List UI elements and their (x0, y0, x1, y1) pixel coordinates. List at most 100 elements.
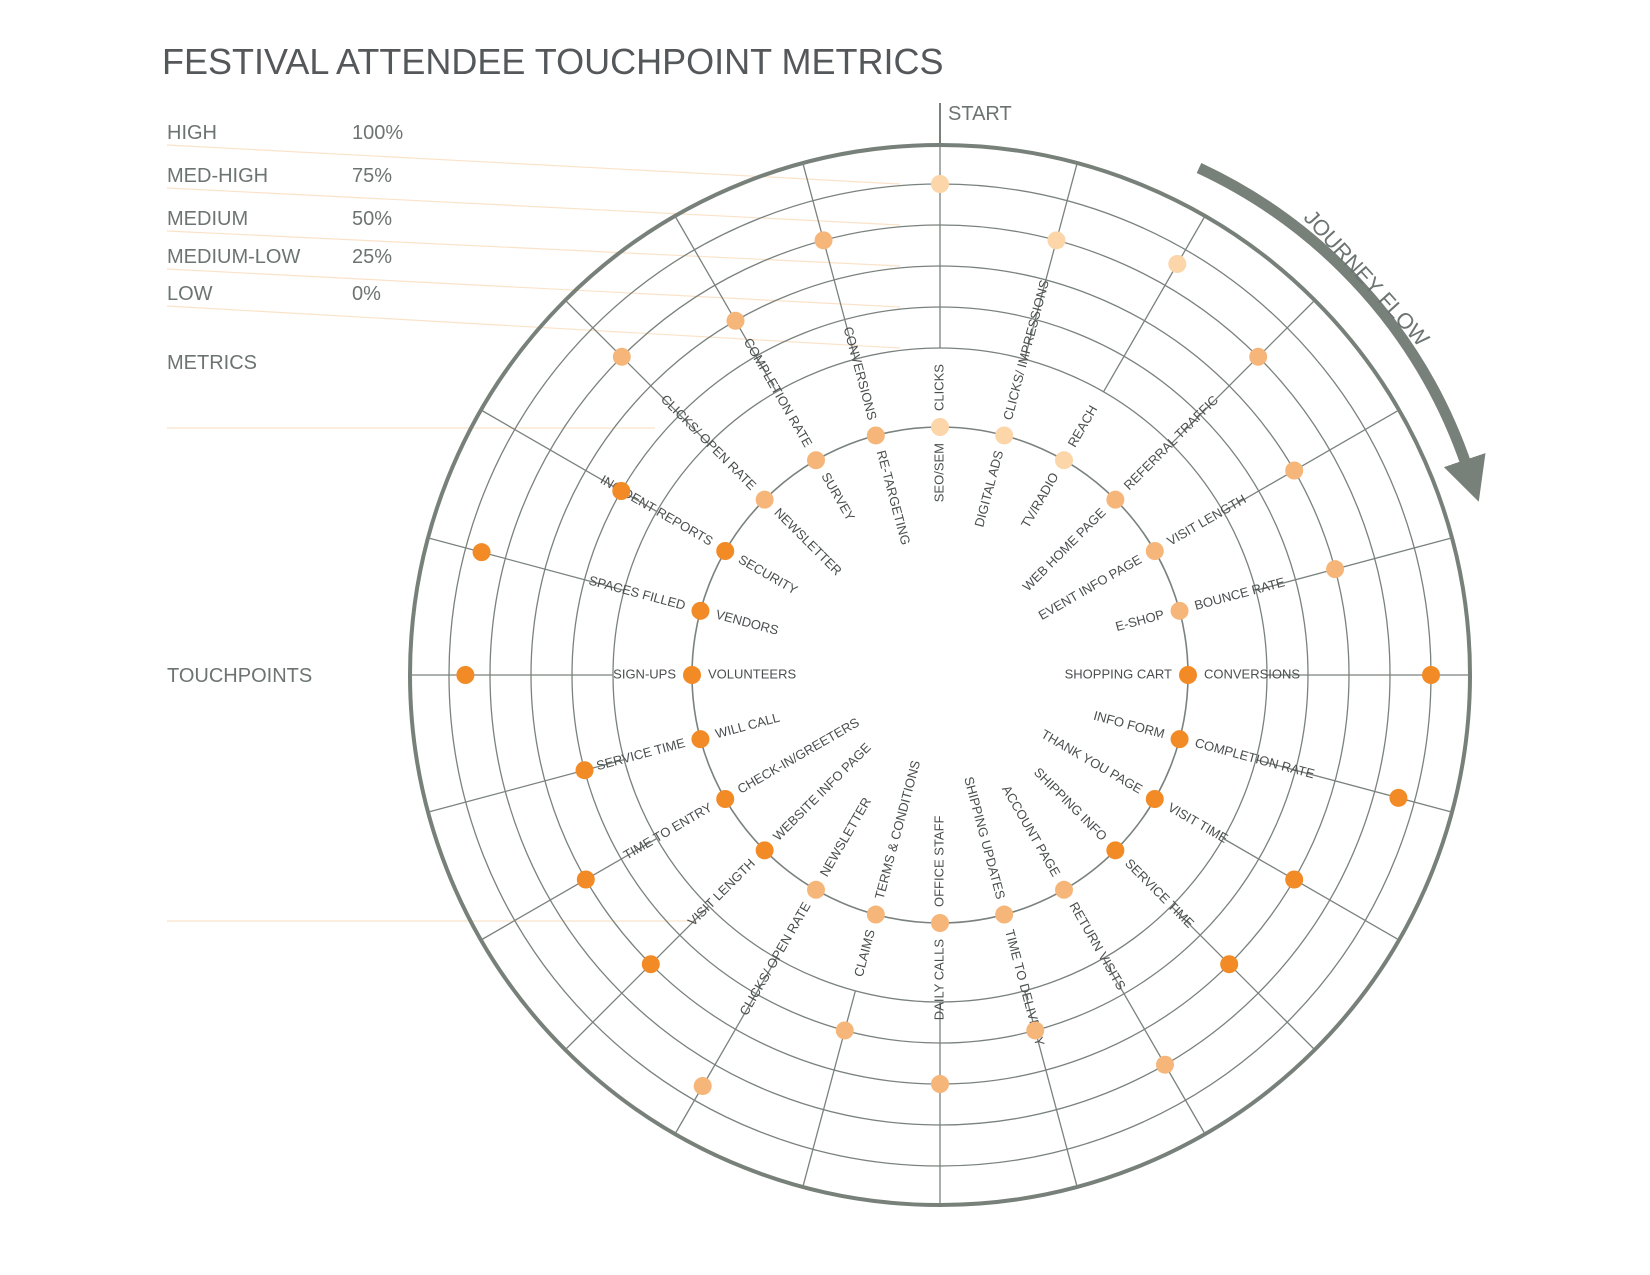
radial-spoke-10 (1102, 957, 1206, 1135)
touchpoint-label-21: NEWSLETTER (771, 505, 844, 578)
metric-label-20: INCIDENT REPORTS (598, 472, 716, 549)
touchpoint-label-20: SECURITY (736, 552, 801, 598)
touchpoint-label-17: WILL CALL (714, 710, 782, 742)
level-percent-3: 25% (352, 246, 392, 268)
metric-label-5: BOUNCE RATE (1193, 574, 1287, 613)
metric-label-14: CLICKS/ OPEN RATE (736, 899, 813, 1018)
touchpoint-dot-5 (1170, 601, 1189, 620)
level-name-3: MEDIUM-LOW (167, 246, 300, 268)
touchpoint-label-0: SEO/SEM (931, 443, 946, 502)
metric-label-22: COMPLETION RATE (741, 335, 816, 450)
level-line-3 (166, 268, 901, 308)
touchpoint-dot-8 (1145, 790, 1164, 808)
metric-label-8: VISIT TIME (1165, 800, 1231, 847)
metric-label-4: VISIT LENGTH (1164, 491, 1248, 548)
metric-dot-18 (456, 666, 475, 684)
metric-label-1: CLICKS/ IMPRESSIONS (1000, 278, 1052, 422)
touchpoint-dot-1 (995, 426, 1014, 445)
level-name-4: LOW (167, 283, 213, 305)
touchpoint-dot-13 (866, 905, 885, 924)
touchpoints-section-label: TOUCHPOINTS (167, 665, 312, 687)
metric-dot-9 (1220, 955, 1239, 974)
touchpoint-label-22: SURVEY (818, 470, 858, 524)
radial-spoke-4 (1222, 409, 1400, 513)
touchpoint-label-18: VOLUNTEERS (708, 666, 796, 681)
touchpoint-dot-9 (1106, 841, 1125, 860)
metric-dot-16 (576, 870, 595, 889)
metric-dot-22 (726, 311, 745, 330)
metric-label-3: REFERRAL TRAFFIC (1121, 392, 1221, 492)
level-name-2: MEDIUM (167, 208, 248, 230)
level-line-4 (166, 305, 901, 349)
level-percent-0: 100% (352, 122, 403, 144)
radial-spoke-5 (1255, 537, 1453, 591)
metric-dot-5 (1326, 560, 1345, 579)
touchpoint-dot-0 (931, 418, 949, 436)
touchpoint-dot-10 (1055, 880, 1073, 899)
touchpoint-dot-22 (807, 451, 825, 470)
touchpoint-dot-6 (1179, 666, 1197, 684)
radial-spoke-21 (564, 299, 710, 445)
level-name-1: MED-HIGH (167, 165, 268, 187)
metric-label-18: SIGN-UPS (613, 666, 676, 681)
metric-label-2: REACH (1065, 403, 1101, 450)
level-line-1 (166, 187, 901, 226)
touchpoint-dot-18 (683, 666, 701, 684)
touchpoint-dot-2 (1055, 451, 1073, 470)
touchpoint-dot-4 (1145, 542, 1164, 560)
touchpoint-label-1: DIGITAL ADS (971, 448, 1006, 528)
metric-label-0: CLICKS (931, 364, 946, 411)
metric-dot-3 (1249, 347, 1268, 366)
journey-flow-label: JOURNEY FLOW (1299, 205, 1434, 351)
radial-spoke-2 (1102, 215, 1206, 393)
metric-label-16: TIME TO ENTRY (621, 799, 715, 862)
touchpoint-dot-14 (807, 880, 825, 899)
chart-title: FESTIVAL ATTENDEE TOUCHPOINT METRICS (162, 41, 943, 82)
level-percent-1: 75% (352, 165, 392, 187)
touchpoint-label-6: SHOPPING CART (1065, 666, 1172, 681)
level-legend: HIGH 100% MED-HIGH 75% MEDIUM 50% MEDIUM-LOW 25… (167, 122, 403, 305)
metric-dot-14 (693, 1077, 712, 1096)
touchpoint-label-14: NEWSLETTER (817, 795, 874, 879)
metric-dot-4 (1285, 461, 1304, 480)
metric-dot-0 (931, 175, 949, 193)
touchpoint-label-7: INFO FORM (1092, 708, 1166, 741)
touchpoint-label-13: TERMS & CONDITIONS (872, 758, 924, 900)
touchpoint-dot-20 (716, 542, 735, 560)
metric-dot-23 (814, 231, 833, 250)
metric-dot-12 (931, 1075, 949, 1093)
metric-dot-13 (835, 1021, 854, 1040)
touchpoint-dot-23 (866, 426, 885, 445)
touchpoint-dot-12 (931, 914, 949, 932)
metric-dot-8 (1285, 870, 1304, 889)
level-name-0: HIGH (167, 122, 217, 144)
metric-dot-7 (1389, 788, 1408, 807)
metrics-section-label: METRICS (167, 352, 257, 374)
metric-dot-15 (641, 955, 660, 974)
radial-spoke-7 (1255, 759, 1453, 813)
radial-spoke-14 (674, 957, 778, 1135)
metric-dot-10 (1156, 1055, 1174, 1074)
journey-flow-arrow (1196, 163, 1486, 502)
metric-dot-21 (612, 347, 631, 366)
metric-label-17: SERVICE TIME (595, 735, 687, 773)
level-line-2 (166, 230, 901, 267)
touchpoint-label-19: VENDORS (714, 607, 780, 638)
point-labels: SEO/SEM CLICKS DIGITAL ADS CLICKS/ IMPRESSI… (587, 278, 1316, 1048)
metric-label-21: CLICKS/ OPEN RATE (658, 392, 760, 494)
radial-spoke-15 (564, 905, 710, 1051)
radial-spoke-8 (1222, 837, 1400, 941)
metric-dot-11 (1026, 1021, 1045, 1040)
radial-grid (408, 143, 1472, 1207)
touchpoint-dot-15 (755, 841, 774, 860)
metric-label-10: RETURN VISITS (1066, 899, 1129, 992)
touchpoint-label-23: RE-TARGETING (874, 449, 914, 547)
metric-dot-1 (1047, 231, 1066, 250)
metric-dot-2 (1168, 254, 1187, 273)
radial-spoke-1 (1024, 162, 1078, 360)
touchpoint-label-9: SHIPPING INFO (1031, 765, 1110, 844)
radial-spoke-3 (1170, 299, 1316, 445)
level-percent-2: 50% (352, 208, 392, 230)
metric-label-9: SERVICE TIME (1122, 856, 1197, 931)
